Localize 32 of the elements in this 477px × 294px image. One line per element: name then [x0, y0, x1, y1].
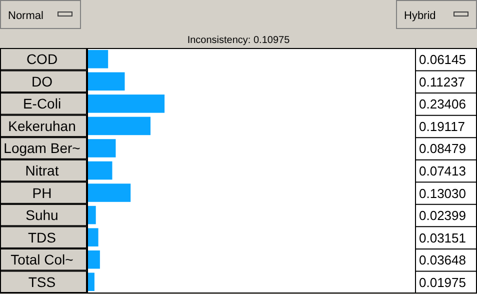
data-label: 0.02399	[419, 208, 466, 224]
y-tick-label: Nitrat	[25, 162, 59, 178]
data-label: 0.13030	[419, 186, 466, 201]
data-label: 0.06145	[419, 52, 466, 68]
y-tick-label: E-Coli	[22, 96, 62, 112]
y-tick-label: Suhu	[26, 207, 58, 224]
data-label: 0.11237	[419, 74, 466, 90]
y-tick-label: DO	[32, 73, 53, 90]
data-label: 0.08479	[419, 141, 466, 156]
y-tick-label: Kekeruhan	[8, 118, 76, 134]
bar	[88, 228, 98, 246]
y-tick-label: PH	[32, 184, 52, 201]
bar	[88, 272, 94, 291]
data-label: 0.23406	[419, 96, 466, 112]
dropdown-button: Hybrid	[396, 0, 477, 29]
data-label: 0.19117	[419, 118, 466, 134]
y-tick-label: Logam Ber~	[4, 140, 80, 156]
dropdown-button: Normal	[0, 0, 81, 29]
bar	[88, 250, 100, 269]
data-label: 0.03151	[419, 230, 466, 246]
data-label: 0.03648	[419, 252, 466, 268]
text: Inconsistency: 0.10975	[187, 35, 290, 46]
y-tick-label: COD	[26, 51, 58, 68]
y-tick-label: TDS	[28, 229, 56, 246]
bar	[88, 139, 116, 158]
y-tick-label: Total Col~	[10, 252, 74, 268]
data-label: 0.07413	[419, 164, 466, 178]
bar	[88, 206, 96, 224]
y-tick-label: TSS	[28, 274, 56, 290]
bar	[88, 161, 112, 180]
bar	[88, 50, 108, 68]
data-label: 0.01975	[419, 274, 466, 290]
